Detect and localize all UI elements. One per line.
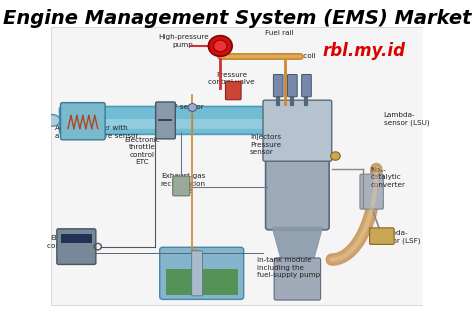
FancyBboxPatch shape [265,102,329,230]
FancyBboxPatch shape [274,258,320,300]
Text: Exhaust-gas
recirculation
valve: Exhaust-gas recirculation valve [161,173,206,194]
Text: rbl.my.id: rbl.my.id [322,42,405,60]
Text: High-pressure
pump: High-pressure pump [158,34,209,48]
Circle shape [274,88,281,94]
Text: Lambda-
sensor (LSF): Lambda- sensor (LSF) [376,230,421,244]
FancyBboxPatch shape [160,247,244,299]
FancyBboxPatch shape [61,103,105,140]
Text: In-tank module
including the
fuel-supply pump: In-tank module including the fuel-supply… [257,257,321,278]
Text: Electronic
throttle
control
ETC: Electronic throttle control ETC [124,137,160,165]
Circle shape [214,40,227,52]
FancyBboxPatch shape [51,27,423,305]
Circle shape [188,104,197,111]
Text: Pressure
control valve: Pressure control valve [208,72,255,85]
FancyBboxPatch shape [173,176,190,196]
Circle shape [209,36,232,56]
Text: Ignition coil: Ignition coil [274,53,316,59]
FancyBboxPatch shape [226,82,241,100]
FancyBboxPatch shape [61,234,92,243]
Text: Noₓ-
catalytic
converter: Noₓ- catalytic converter [371,167,406,188]
Text: Engine Management System (EMS) Market: Engine Management System (EMS) Market [3,9,471,28]
FancyBboxPatch shape [301,74,311,97]
Text: Fuel rail: Fuel rail [265,30,293,36]
FancyBboxPatch shape [191,251,202,296]
Polygon shape [272,227,322,266]
Text: Electronic
control unit: Electronic control unit [47,235,89,249]
FancyBboxPatch shape [155,102,175,139]
Text: Lambda-
sensor (LSU): Lambda- sensor (LSU) [384,112,429,126]
FancyBboxPatch shape [370,228,394,244]
FancyBboxPatch shape [59,107,300,134]
Circle shape [46,115,60,126]
Circle shape [289,88,295,94]
Text: MAP sensor: MAP sensor [162,104,204,111]
FancyBboxPatch shape [263,100,332,161]
Text: Injectors
Pressure
sensor: Injectors Pressure sensor [250,134,281,155]
FancyBboxPatch shape [57,229,96,265]
FancyBboxPatch shape [360,174,383,209]
Circle shape [330,152,340,160]
Circle shape [303,88,310,94]
FancyBboxPatch shape [65,119,294,129]
FancyBboxPatch shape [288,74,297,97]
FancyBboxPatch shape [273,74,283,97]
Text: Air-mass meter with
air temperature sensor: Air-mass meter with air temperature sens… [55,125,138,138]
FancyBboxPatch shape [166,269,238,295]
